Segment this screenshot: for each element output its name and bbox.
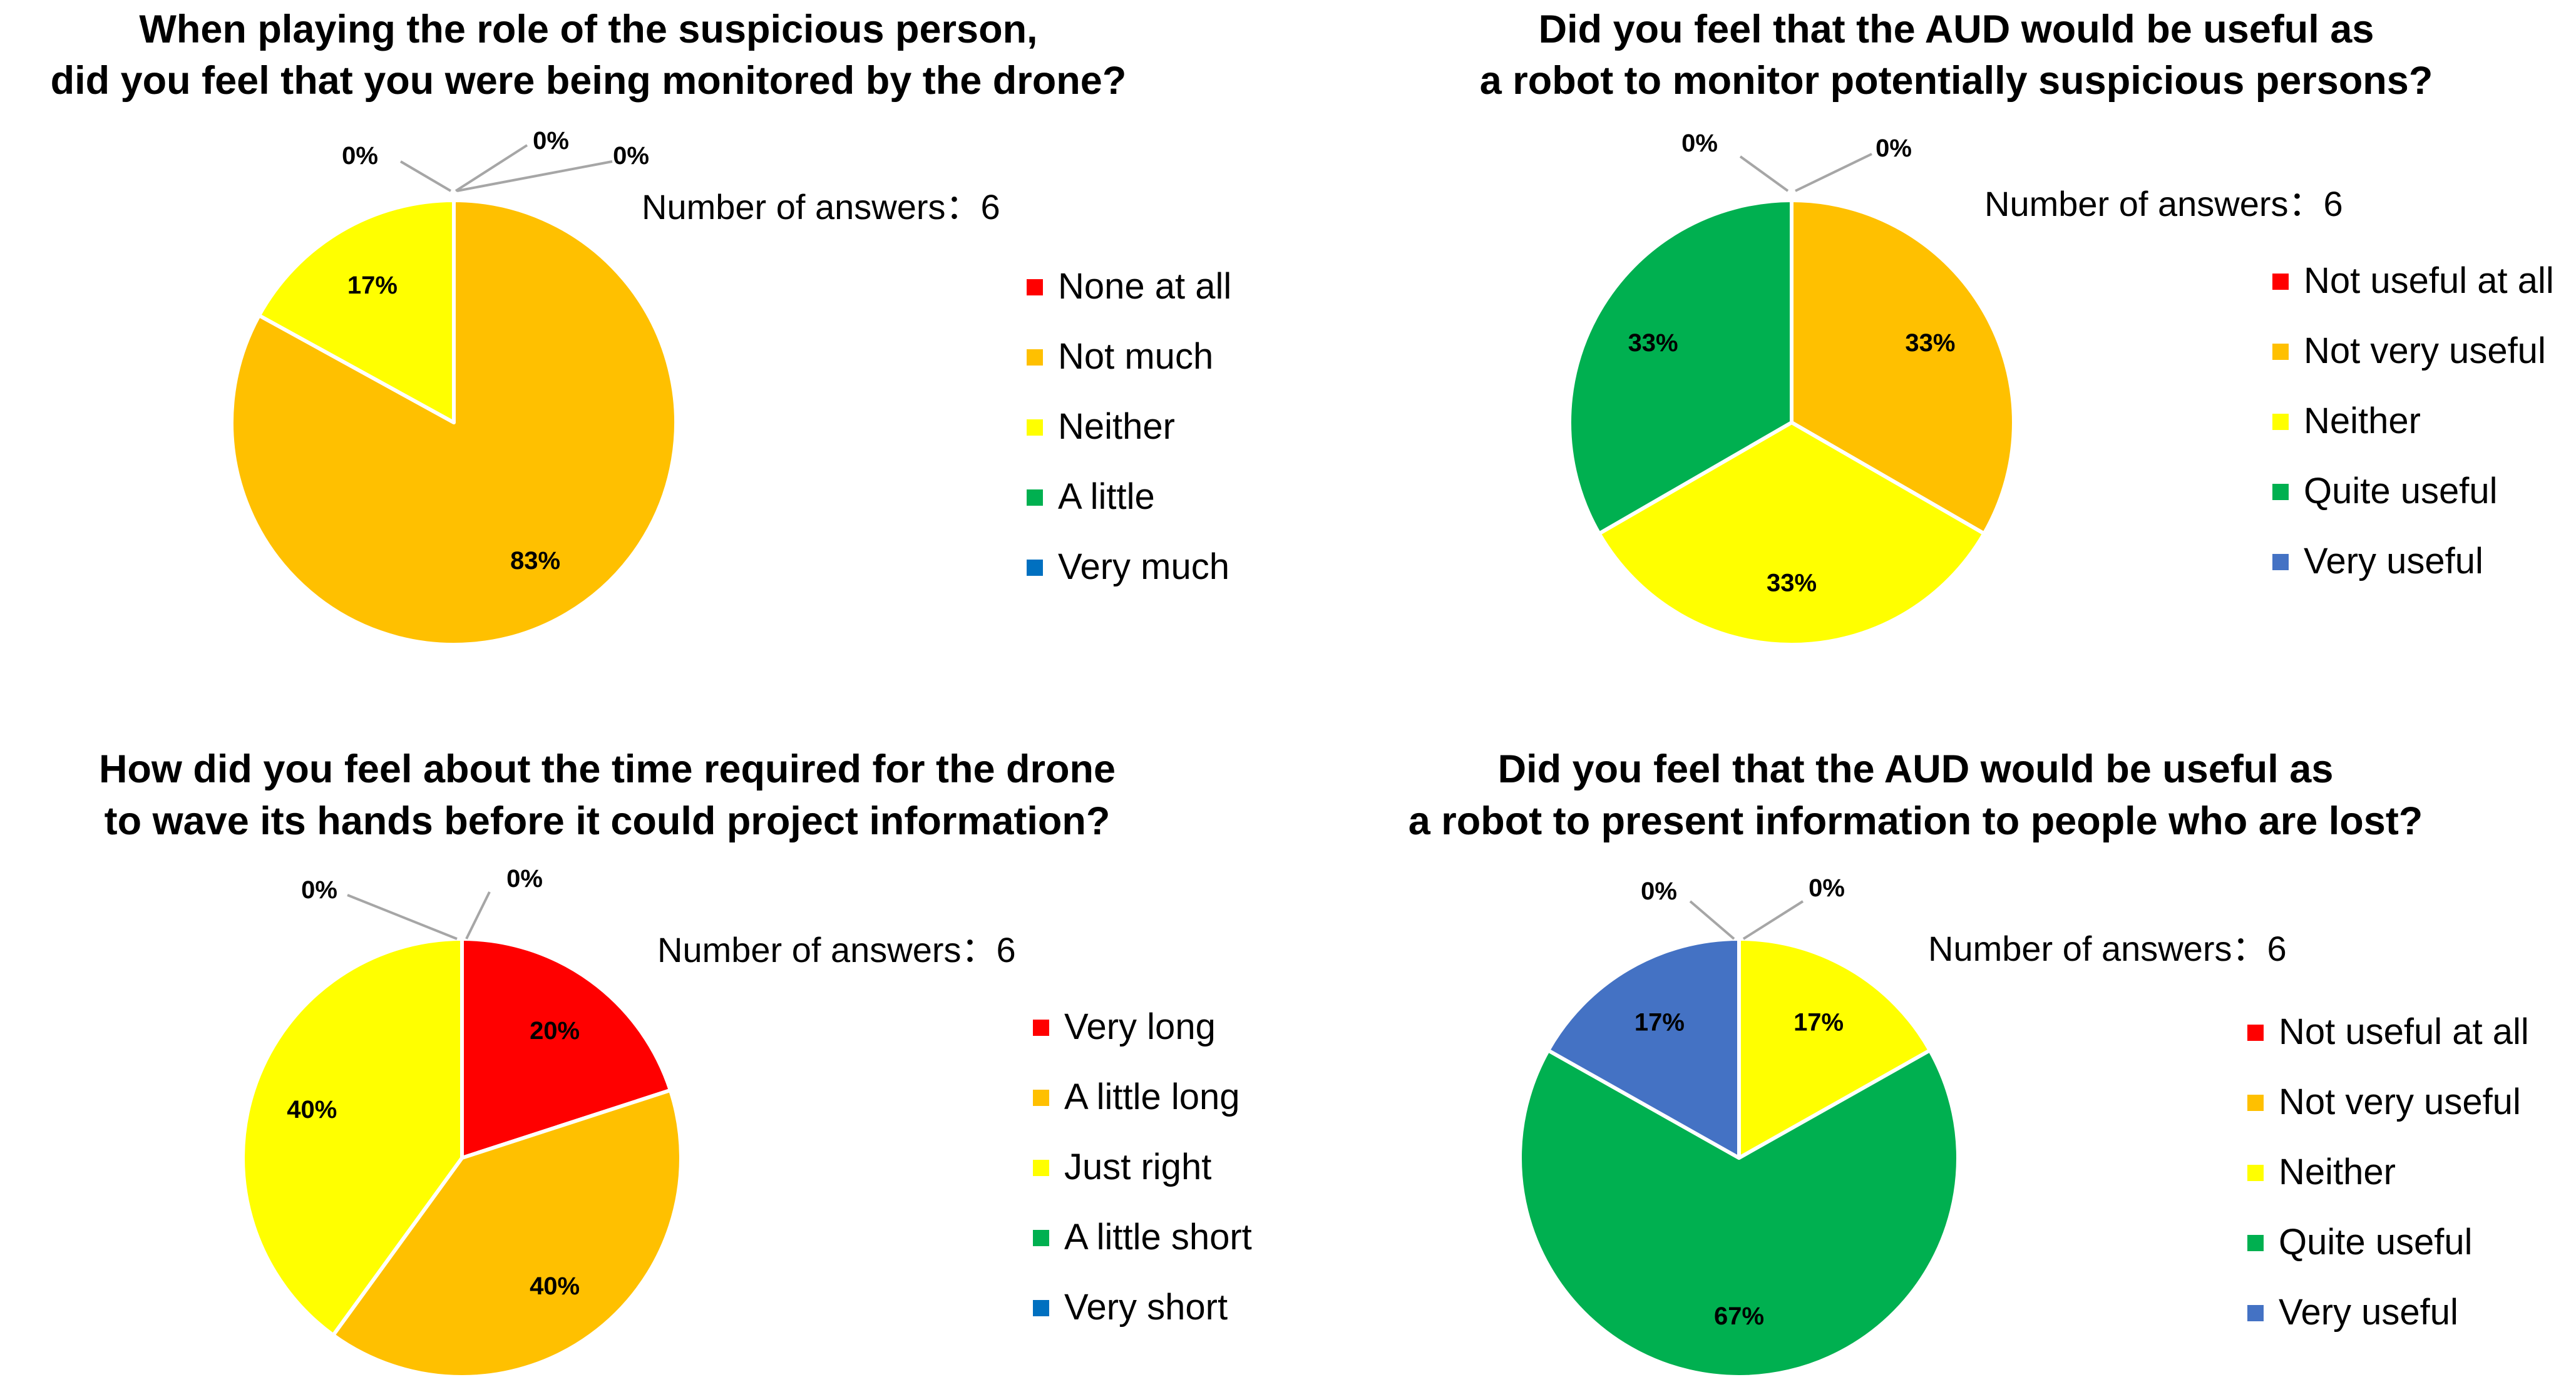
leader-line-a-little <box>454 144 528 192</box>
data-label-none-at-all: 0% <box>342 142 378 170</box>
legend-label-neither: Neither <box>2279 1152 2396 1192</box>
pie-slice-not-very-useful <box>1790 198 2016 536</box>
leader-line-very-useful <box>1795 153 1872 192</box>
legend-swatch-neither <box>2272 414 2289 430</box>
pie-slice-a-little-long <box>331 1088 683 1379</box>
data-label-very-useful: 17% <box>1634 1008 1685 1036</box>
data-label-a-little-long: 40% <box>530 1272 580 1300</box>
chart-title-line-2: did you feel that you were being monitor… <box>51 59 1127 103</box>
legend-swatch-very-long <box>1033 1020 1049 1036</box>
legend-label-not-very-useful: Not very useful <box>2279 1082 2521 1122</box>
legend-label-very-useful: Very useful <box>2279 1292 2458 1333</box>
legend-label-not-useful-at-all: Not useful at all <box>2279 1011 2529 1052</box>
legend-swatch-very-short <box>1033 1300 1049 1316</box>
legend-swatch-neither <box>2247 1165 2264 1181</box>
leader-line-not-useful-at-all <box>1739 155 1789 192</box>
data-label-very-short: 0% <box>506 865 543 893</box>
data-label-not-much: 83% <box>510 547 560 575</box>
legend-swatch-very-much <box>1027 560 1043 576</box>
pie-slice-very-long <box>460 937 672 1160</box>
pie-slice-neither <box>1737 937 1932 1160</box>
pie-slice-just-right <box>241 937 464 1338</box>
legend-label-neither: Neither <box>2304 401 2421 441</box>
answer-count: Number of answers：6 <box>642 187 1000 227</box>
legend-swatch-not-very-useful <box>2247 1095 2264 1111</box>
answer-count: Number of answers：6 <box>1984 184 2343 223</box>
pie-slice-quite-useful <box>1567 198 1793 536</box>
legend-label-very-useful: Very useful <box>2304 541 2483 581</box>
chart-title-line-1: When playing the role of the suspicious … <box>139 8 1037 51</box>
data-label-very-useful: 0% <box>1876 135 1912 162</box>
legend-label-very-short: Very short <box>1064 1287 1228 1328</box>
chart-title-line-1: How did you feel about the time required… <box>99 747 1116 791</box>
data-label-not-useful-at-all: 0% <box>1681 130 1718 157</box>
data-label-a-little-short: 0% <box>301 876 337 904</box>
legend-label-not-much: Not much <box>1058 336 1213 377</box>
legend-label-none-at-all: None at all <box>1058 266 1231 307</box>
data-label-a-little: 0% <box>533 127 569 155</box>
data-label-not-useful-at-all: 0% <box>1641 878 1677 905</box>
legend-swatch-neither <box>1027 419 1043 436</box>
legend-swatch-very-useful <box>2272 554 2289 570</box>
data-label-just-right: 40% <box>287 1096 337 1123</box>
legend-label-quite-useful: Quite useful <box>2304 471 2498 511</box>
legend-label-quite-useful: Quite useful <box>2279 1222 2473 1262</box>
legend-swatch-not-much <box>1027 349 1043 366</box>
leader-line-very-short <box>465 891 491 939</box>
chart-title-line-2: a robot to present information to people… <box>1409 799 2423 843</box>
legend-swatch-just-right <box>1033 1160 1049 1176</box>
data-label-very-long: 20% <box>530 1017 580 1045</box>
data-label-neither: 17% <box>347 272 398 299</box>
leader-line-not-useful-at-all <box>1689 900 1735 940</box>
data-label-quite-useful: 67% <box>1714 1303 1764 1330</box>
legend-swatch-quite-useful <box>2272 484 2289 500</box>
leader-line-none-at-all <box>399 160 452 192</box>
legend-swatch-quite-useful <box>2247 1235 2264 1251</box>
chart-title-line-1: Did you feel that the AUD would be usefu… <box>1539 8 2374 51</box>
data-label-not-very-useful: 0% <box>1809 874 1845 902</box>
legend-swatch-none-at-all <box>1027 279 1043 295</box>
legend-label-very-much: Very much <box>1058 546 1229 587</box>
data-label-neither: 33% <box>1767 570 1817 597</box>
legend-swatch-not-useful-at-all <box>2272 274 2289 290</box>
leader-line-not-very-useful <box>1742 900 1804 940</box>
data-label-very-much: 0% <box>613 142 649 170</box>
legend-swatch-a-little <box>1027 489 1043 506</box>
legend-label-just-right: Just right <box>1064 1147 1211 1187</box>
chart-title-line-1: Did you feel that the AUD would be usefu… <box>1498 747 2334 791</box>
legend-swatch-a-little-long <box>1033 1090 1049 1106</box>
data-label-neither: 17% <box>1793 1008 1844 1036</box>
legend-swatch-very-useful <box>2247 1305 2264 1321</box>
legend-label-very-long: Very long <box>1064 1006 1216 1047</box>
answer-count: Number of answers：6 <box>1928 929 2287 968</box>
chart-title-line-2: a robot to monitor potentially suspiciou… <box>1480 59 2433 103</box>
pie-slice-neither <box>257 198 456 424</box>
answer-count: Number of answers：6 <box>657 930 1016 970</box>
data-label-quite-useful: 33% <box>1628 329 1678 357</box>
chart-title-line-2: to wave its hands before it could projec… <box>105 799 1111 843</box>
legend-label-a-little-short: A little short <box>1064 1217 1252 1257</box>
pie-slice-very-useful <box>1546 937 1741 1160</box>
legend-label-not-very-useful: Not very useful <box>2304 330 2546 371</box>
legend-label-a-little-long: A little long <box>1064 1077 1240 1117</box>
data-label-not-very-useful: 33% <box>1905 329 1955 357</box>
leader-line-a-little-short <box>347 894 458 940</box>
legend-swatch-a-little-short <box>1033 1230 1049 1246</box>
pie-slice-quite-useful <box>1518 1048 1960 1379</box>
legend-label-not-useful-at-all: Not useful at all <box>2304 260 2554 301</box>
legend-swatch-not-very-useful <box>2272 344 2289 360</box>
legend-label-neither: Neither <box>1058 406 1175 447</box>
legend-label-a-little: A little <box>1058 476 1155 517</box>
legend-swatch-not-useful-at-all <box>2247 1025 2264 1041</box>
leader-line-very-much <box>456 160 613 192</box>
